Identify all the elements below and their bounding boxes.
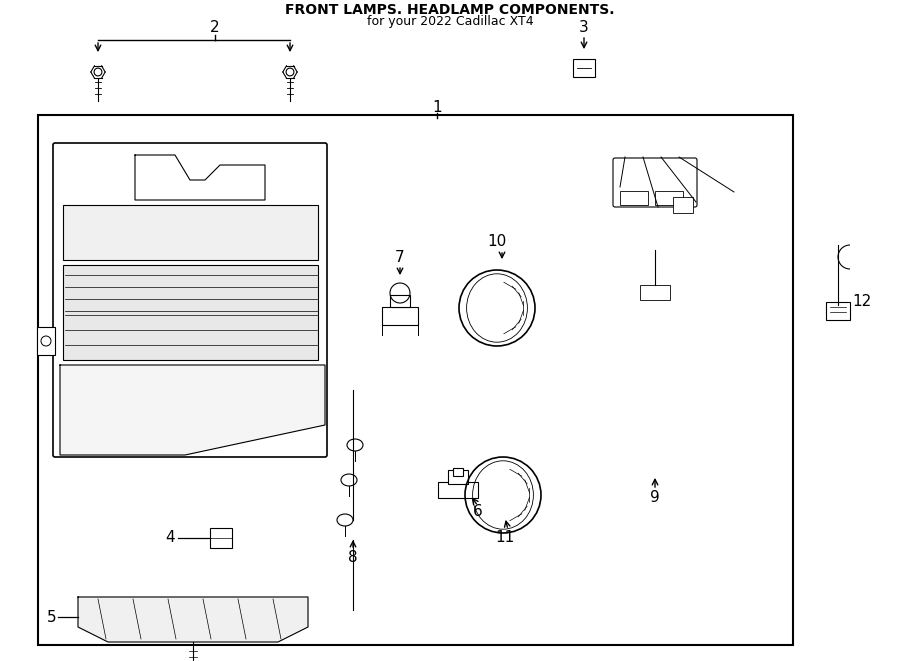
Bar — [37, 327, 55, 355]
Bar — [63, 265, 318, 360]
Bar — [448, 470, 468, 484]
Bar — [826, 302, 850, 320]
FancyBboxPatch shape — [613, 158, 697, 207]
Bar — [390, 295, 410, 307]
Bar — [573, 59, 595, 77]
Polygon shape — [60, 365, 325, 455]
Bar — [673, 197, 693, 213]
Text: 7: 7 — [395, 251, 405, 266]
Text: 12: 12 — [852, 295, 871, 309]
Polygon shape — [78, 597, 308, 642]
Bar — [210, 528, 232, 548]
Text: 8: 8 — [348, 551, 358, 566]
Text: 1: 1 — [432, 100, 442, 114]
Text: 2: 2 — [211, 20, 220, 36]
Text: 9: 9 — [650, 490, 660, 506]
Text: for your 2022 Cadillac XT4: for your 2022 Cadillac XT4 — [366, 15, 534, 28]
Text: 10: 10 — [488, 235, 507, 249]
Text: 5: 5 — [47, 609, 56, 625]
Bar — [38, 115, 793, 645]
FancyBboxPatch shape — [53, 143, 327, 457]
Bar — [63, 205, 318, 260]
Bar — [382, 307, 418, 325]
Text: 3: 3 — [579, 20, 589, 36]
Text: FRONT LAMPS. HEADLAMP COMPONENTS.: FRONT LAMPS. HEADLAMP COMPONENTS. — [285, 3, 615, 17]
Bar — [655, 191, 683, 205]
Text: 6: 6 — [473, 504, 483, 520]
Bar — [438, 482, 478, 498]
Text: 4: 4 — [166, 531, 175, 545]
Bar — [620, 191, 648, 205]
Bar — [453, 468, 463, 476]
Text: 11: 11 — [495, 529, 515, 545]
Bar — [640, 285, 670, 300]
